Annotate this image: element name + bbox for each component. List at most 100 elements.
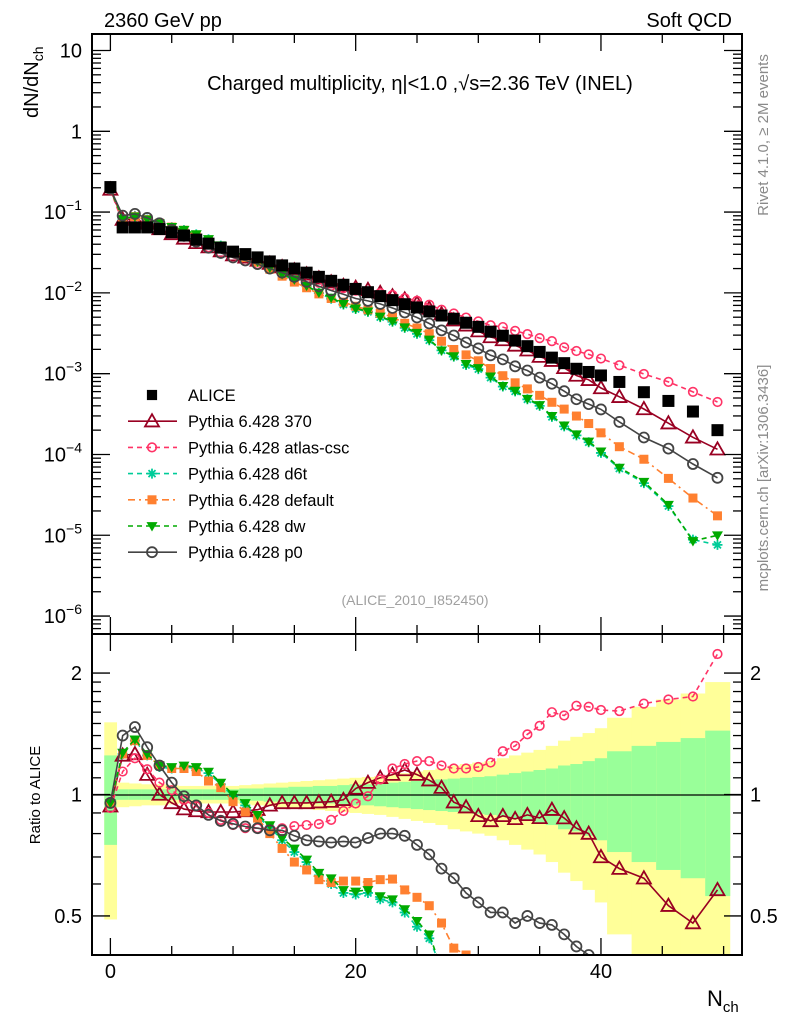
stat-uncertainty-band	[496, 774, 510, 817]
legend: ALICE Pythia 6.428 370 Pythia 6.428 atlas-…	[128, 387, 349, 562]
y-tick-label: 1	[71, 121, 82, 143]
data-point-default	[486, 364, 496, 374]
data-point-atlas-csc	[663, 376, 674, 388]
data-point-atlas-csc	[687, 386, 699, 398]
ratio-point-370	[708, 881, 727, 897]
data-point-p0	[546, 377, 558, 390]
data-point-alice	[128, 221, 141, 234]
data-point-atlas-csc	[595, 353, 607, 364]
ratio-point-atlas-csc	[687, 691, 699, 702]
ratio-point-default	[338, 876, 348, 886]
ratio-point-p0	[190, 799, 203, 812]
ratio-point-370	[383, 765, 402, 781]
y-axis-label-main: dN/dN	[21, 61, 43, 118]
ratio-point-370	[310, 793, 328, 809]
ratio-y-tick-label: 2	[71, 663, 82, 685]
data-point-alice	[227, 245, 240, 258]
ratio-point-default	[204, 776, 214, 786]
data-point-atlas-csc	[638, 368, 649, 380]
data-point-p0	[460, 336, 472, 349]
data-point-atlas-csc	[583, 349, 594, 360]
data-point-dw	[662, 500, 674, 511]
data-point-atlas-csc	[546, 336, 558, 347]
ratio-point-370	[432, 778, 451, 794]
data-point-default	[614, 442, 624, 452]
ratio-point-atlas-csc	[313, 818, 324, 830]
data-point-dw	[411, 328, 423, 339]
data-point-alice	[435, 309, 448, 322]
ratio-point-atlas-csc	[436, 760, 447, 771]
ratio-point-atlas-csc	[142, 764, 153, 775]
data-point-alice	[686, 405, 699, 418]
ratio-point-dw	[203, 767, 215, 778]
data-point-p0	[711, 471, 724, 484]
data-point-atlas-csc	[522, 329, 533, 340]
y-tick-label: 10	[60, 40, 82, 62]
data-point-dw	[337, 300, 349, 310]
data-point-alice	[509, 334, 522, 347]
legend-entry: Pythia 6.428 atlas-csc	[128, 439, 349, 457]
data-point-alice	[711, 424, 724, 437]
ratio-point-370	[580, 824, 598, 840]
ratio-point-p0	[337, 835, 350, 848]
ratio-point-atlas-csc	[497, 746, 508, 757]
ratio-point-p0	[423, 848, 436, 861]
data-point-p0	[637, 431, 650, 444]
ratio-point-atlas-csc	[326, 814, 337, 826]
data-point-alice	[398, 298, 411, 311]
ratio-point-p0	[239, 820, 252, 833]
data-point-p0	[423, 317, 436, 330]
data-point-default	[559, 404, 569, 414]
data-point-alice	[300, 266, 313, 279]
data-point-alice	[570, 362, 583, 375]
legend-entry: Pythia 6.428 370	[128, 412, 312, 431]
x-tick-label: 20	[345, 961, 367, 983]
data-point-dw	[711, 531, 723, 541]
ratio-point-dw	[104, 799, 116, 809]
ratio-point-p0	[460, 887, 472, 899]
ratio-y-tick-label-right: 2	[750, 663, 761, 685]
data-point-alice	[202, 237, 215, 250]
series-line-p0	[109, 188, 718, 479]
legend-label: Pythia 6.428 370	[188, 413, 312, 431]
ratio-point-default	[424, 901, 434, 911]
data-point-dw	[325, 293, 337, 304]
stat-uncertainty-band	[594, 758, 608, 841]
stat-uncertainty-band	[656, 741, 682, 870]
ratio-point-p0	[582, 949, 595, 955]
data-point-alice	[288, 262, 301, 275]
data-point-atlas-csc	[614, 360, 625, 371]
data-point-dw	[472, 364, 484, 374]
data-point-dw	[521, 394, 533, 405]
stat-uncertainty-band	[545, 768, 559, 826]
ratio-point-default	[461, 950, 471, 955]
data-point-default	[663, 473, 673, 483]
data-point-d6t	[712, 539, 723, 550]
ratio-point-p0	[227, 817, 239, 830]
data-point-alice	[104, 181, 117, 194]
ratio-point-p0	[472, 896, 485, 909]
ratio-point-370	[322, 792, 340, 808]
ratio-point-p0	[202, 809, 215, 821]
data-point-dw	[374, 312, 386, 322]
ratio-point-370	[347, 779, 365, 795]
data-point-alice	[613, 375, 626, 388]
ratio-y-tick-label: 0.5	[54, 906, 82, 928]
x-axis-label: Nch	[707, 986, 739, 1016]
data-point-default	[639, 454, 649, 464]
ratio-point-atlas-csc	[387, 763, 398, 774]
ratio-point-370	[555, 809, 573, 825]
data-point-default	[596, 428, 606, 438]
stat-uncertainty-band	[705, 730, 731, 897]
data-point-default	[535, 390, 545, 400]
ratio-point-370	[518, 806, 536, 822]
data-point-atlas-csc	[559, 342, 570, 353]
ratio-line-d6t	[109, 739, 437, 955]
data-point-alice	[484, 325, 497, 338]
x-tick-label: 40	[590, 961, 612, 983]
data-point-default	[412, 323, 422, 333]
y-tick-label: 10−2	[44, 278, 82, 305]
data-point-alice	[411, 301, 423, 314]
